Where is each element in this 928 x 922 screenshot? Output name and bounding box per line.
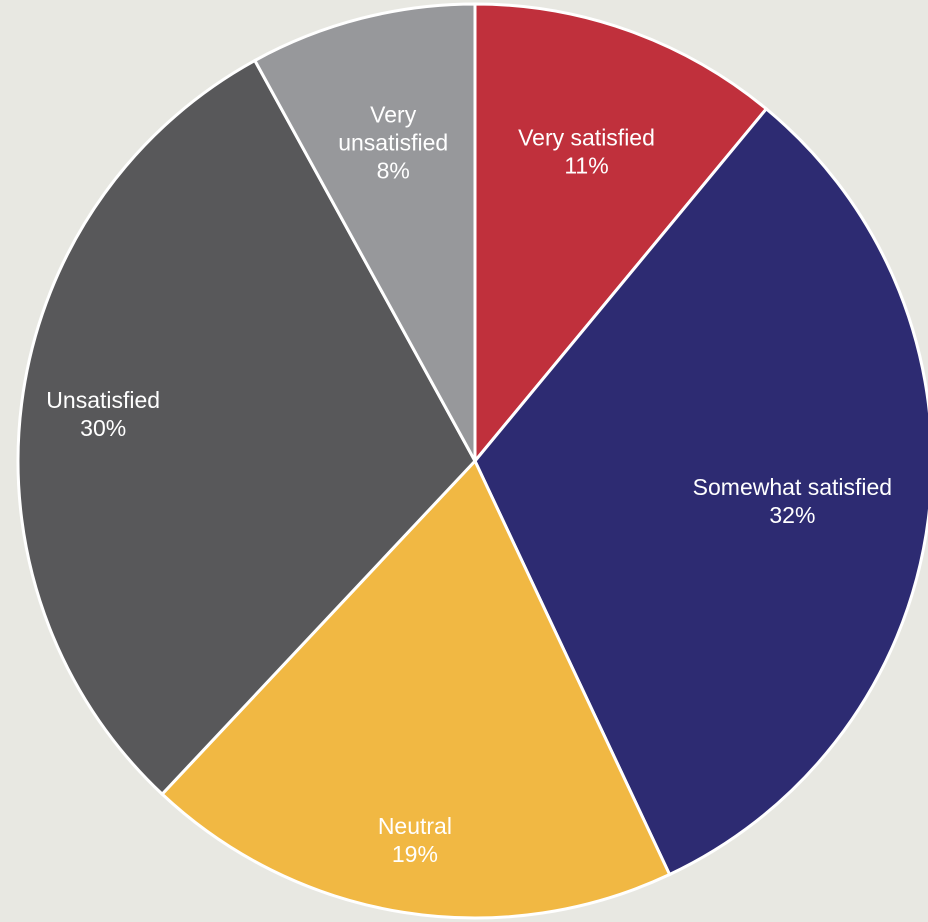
slice-value-text: 11% xyxy=(564,152,608,178)
pie-slices xyxy=(16,2,928,920)
slice-label-4: Very unsatisfied 8% xyxy=(338,101,448,183)
pie-labels: Very satisfied 11% Somewhat satisfied 32% Ne… xyxy=(46,101,892,867)
slice-category-text: Very satisfied xyxy=(518,124,655,150)
slice-value-text: 19% xyxy=(392,841,438,867)
slice-value-text: 32% xyxy=(769,502,815,528)
slice-label-0: Very satisfied 11% xyxy=(518,124,655,178)
pie-slice-4 xyxy=(252,2,477,462)
slice-label-2: Neutral 19% xyxy=(378,813,452,867)
slice-category-text: Unsatisfied xyxy=(46,387,160,413)
slice-category-text: Somewhat satisfied xyxy=(693,474,892,500)
slice-category-text: Very xyxy=(370,101,417,127)
slice-value-text: 30% xyxy=(80,415,126,441)
slice-label-3: Unsatisfied 30% xyxy=(46,387,160,441)
pie-slice-1 xyxy=(473,106,928,877)
pie-slice-2 xyxy=(160,458,672,920)
slice-category-text: Neutral xyxy=(378,813,452,839)
pie-slice-0 xyxy=(473,2,769,466)
slice-category-text: unsatisfied xyxy=(338,129,448,155)
slice-value-text: 8% xyxy=(377,157,410,183)
slice-label-1: Somewhat satisfied 32% xyxy=(693,474,892,528)
pie-slice-3 xyxy=(16,58,477,797)
